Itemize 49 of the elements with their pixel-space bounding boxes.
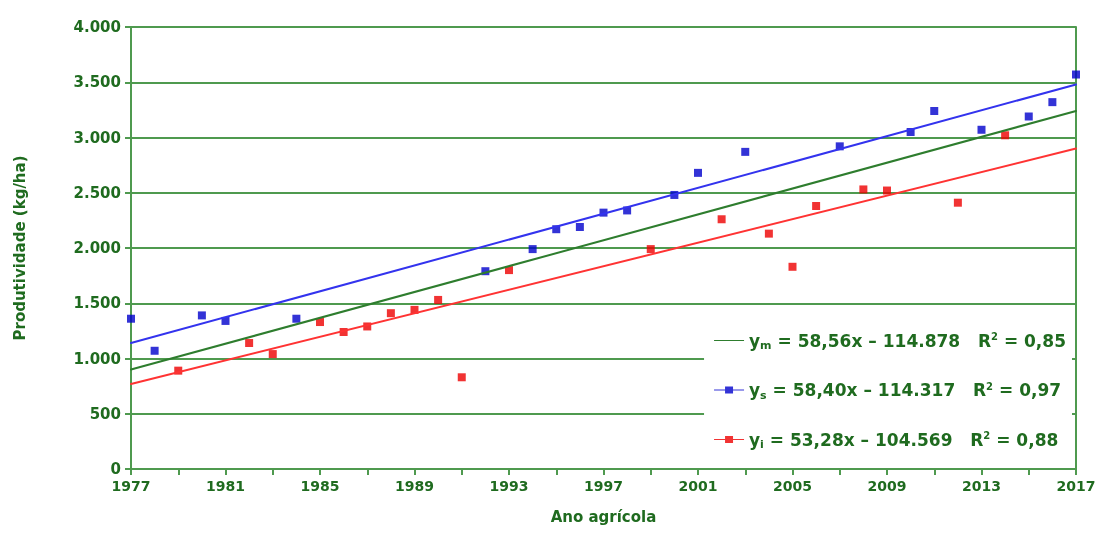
point bbox=[197, 311, 206, 320]
x-tick-label: 1985 bbox=[300, 478, 340, 494]
point bbox=[741, 147, 750, 156]
point bbox=[812, 202, 821, 211]
y-tick-label: 2.000 bbox=[73, 239, 121, 257]
x-tick-label: 1977 bbox=[111, 478, 151, 494]
y-tick-label: 2.500 bbox=[73, 183, 121, 202]
point bbox=[268, 350, 277, 359]
point bbox=[646, 245, 655, 254]
x-tick-label: 2005 bbox=[773, 478, 812, 494]
point bbox=[1072, 70, 1080, 79]
point bbox=[930, 106, 939, 115]
point bbox=[883, 186, 891, 195]
point bbox=[788, 262, 797, 271]
x-tick-label: 2017 bbox=[1056, 478, 1096, 494]
y-tick-label: 1.500 bbox=[73, 294, 121, 313]
y-tick-label: 1.000 bbox=[73, 349, 121, 368]
point bbox=[528, 245, 537, 254]
point bbox=[127, 314, 135, 323]
x-tick-label: 2001 bbox=[678, 478, 718, 494]
point bbox=[1024, 112, 1033, 121]
point bbox=[457, 373, 466, 382]
point bbox=[764, 229, 773, 238]
point bbox=[245, 339, 254, 348]
point bbox=[694, 168, 702, 177]
y-tick-label: 500 bbox=[89, 404, 121, 423]
point bbox=[575, 223, 584, 232]
y-tick-label: 3.000 bbox=[73, 128, 121, 147]
point bbox=[953, 198, 962, 207]
x-tick-label: 1997 bbox=[584, 478, 623, 494]
point bbox=[292, 314, 301, 323]
x-tick-label: 1989 bbox=[395, 478, 434, 494]
x-tick-label: 2009 bbox=[867, 478, 907, 494]
point bbox=[1048, 98, 1057, 107]
y-tick-label: 3.500 bbox=[73, 73, 121, 92]
point bbox=[977, 125, 986, 134]
point bbox=[434, 295, 443, 304]
x-axis-title: Ano agrícola bbox=[550, 507, 657, 526]
x-tick-label: 1981 bbox=[206, 478, 245, 494]
y-tick-label: 4.000 bbox=[73, 18, 121, 36]
y-axis-title: Produtividade (kg/ha) bbox=[10, 155, 29, 341]
point bbox=[1001, 131, 1010, 140]
y-tick-label: 0 bbox=[110, 460, 121, 478]
point bbox=[859, 185, 868, 194]
point bbox=[717, 215, 726, 224]
x-tick-label: 2013 bbox=[962, 478, 1001, 494]
point bbox=[386, 309, 395, 318]
point bbox=[150, 346, 159, 355]
x-tick-label: 1993 bbox=[489, 478, 529, 494]
